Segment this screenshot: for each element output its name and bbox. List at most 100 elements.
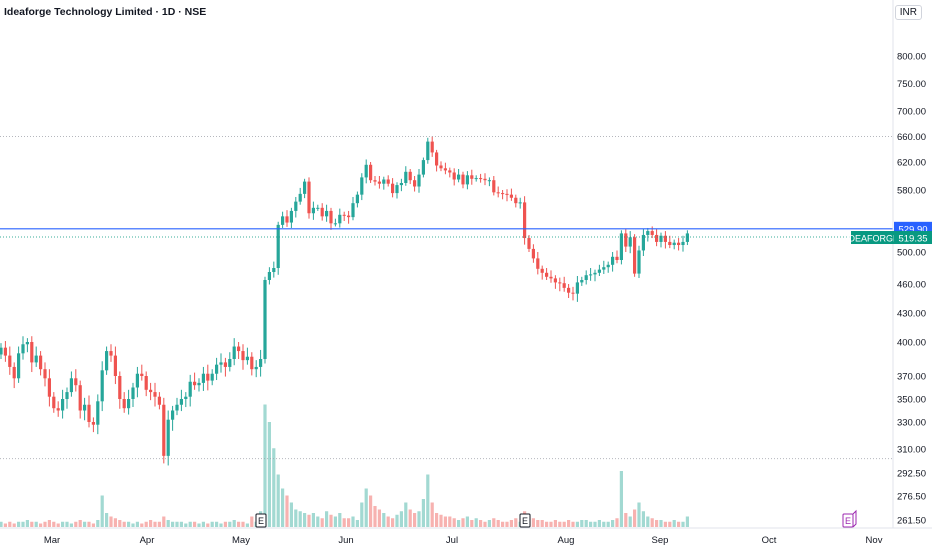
volume-bar	[100, 495, 104, 527]
candle-body	[386, 179, 390, 184]
candle-body	[426, 141, 430, 161]
volume-bar	[457, 520, 461, 527]
volume-bar	[373, 506, 377, 527]
volume-bar	[624, 513, 628, 527]
last-price-label-bg	[894, 231, 932, 245]
volume-bar	[193, 521, 197, 527]
candle-body	[479, 178, 483, 180]
candle-body	[399, 183, 403, 186]
currency-selector[interactable]: INR	[894, 5, 922, 20]
volume-bar	[492, 518, 496, 527]
volume-bar	[135, 521, 139, 527]
candle-body	[628, 237, 632, 247]
candle-body	[421, 160, 425, 175]
x-tick-label: May	[232, 535, 250, 546]
candle-body	[619, 233, 623, 260]
earnings-marker-text: E	[258, 516, 264, 526]
candle-body	[74, 378, 78, 386]
candle-body	[285, 216, 289, 223]
volume-bar	[681, 521, 685, 527]
candle-body	[215, 364, 219, 374]
candle-body	[162, 404, 166, 456]
candle-body	[347, 215, 351, 218]
candle-body	[672, 242, 676, 246]
y-tick-label: 660.00	[897, 132, 926, 143]
volume-bar	[593, 521, 597, 527]
candle-body	[320, 207, 324, 217]
volume-bar	[558, 521, 562, 527]
volume-bar	[650, 518, 654, 527]
y-tick-label: 800.00	[897, 52, 926, 63]
volume-bar	[580, 520, 584, 527]
volume-bar	[382, 513, 386, 527]
volume-bar	[505, 521, 509, 527]
volume-bar	[465, 516, 469, 527]
volume-bar	[39, 523, 43, 527]
volume-bar	[91, 523, 95, 527]
earnings-marker-box	[842, 513, 854, 528]
candle-body	[584, 275, 588, 280]
volume-bar	[619, 471, 623, 527]
volume-bar	[228, 521, 232, 527]
volume-bar	[69, 523, 73, 527]
volume-bar	[0, 521, 3, 527]
volume-bar	[602, 521, 606, 527]
candle-body	[144, 376, 148, 390]
candle-body	[509, 194, 513, 198]
volume-bar	[545, 521, 549, 527]
volume-bar	[175, 521, 179, 527]
candle-body	[34, 355, 38, 363]
y-tick-label: 330.00	[897, 418, 926, 429]
y-tick-label: 750.00	[897, 79, 926, 90]
candle-body	[298, 193, 302, 202]
earnings-marker-box	[519, 513, 531, 528]
candle-body	[52, 396, 56, 409]
candle-body	[135, 373, 139, 388]
x-tick-label: Jun	[338, 535, 353, 546]
candle-body	[593, 272, 597, 275]
candle-body	[417, 174, 421, 187]
volume-bar	[162, 516, 166, 527]
volume-bar	[426, 474, 430, 527]
volume-bar	[338, 513, 342, 527]
candle-body	[646, 231, 650, 235]
candle-body	[443, 168, 447, 171]
volume-bar	[540, 520, 544, 527]
volume-bar	[250, 516, 254, 527]
volume-bar	[276, 474, 280, 527]
volume-bar	[575, 521, 579, 527]
volume-bar	[34, 521, 38, 527]
candle-body	[201, 373, 205, 383]
candle-body	[589, 274, 593, 276]
candle-body	[188, 381, 192, 397]
y-tick-label: 580.00	[897, 186, 926, 197]
y-tick-label: 292.50	[897, 469, 926, 480]
volume-bar	[96, 520, 100, 527]
volume-bar	[131, 523, 135, 527]
candle-body	[369, 164, 373, 181]
candle-body	[56, 408, 60, 411]
candle-body	[624, 233, 628, 247]
volume-bar	[668, 521, 672, 527]
volume-bar	[237, 521, 241, 527]
volume-bar	[25, 520, 29, 527]
volume-bar	[571, 521, 575, 527]
candle-body	[78, 385, 82, 411]
candle-body	[527, 238, 531, 249]
candle-body	[633, 237, 637, 274]
volume-bar	[316, 516, 320, 527]
symbol-label-bg	[851, 231, 894, 245]
volume-bar	[509, 520, 513, 527]
candle-body	[373, 180, 377, 182]
volume-bar	[206, 523, 210, 527]
volume-bars	[0, 404, 689, 527]
volume-bar	[606, 521, 610, 527]
chart-title: Ideaforge Technology Limited · 1D · NSE	[4, 6, 207, 18]
candle-body	[575, 282, 579, 294]
volume-bar	[285, 495, 289, 527]
volume-bar	[166, 520, 170, 527]
candle-body	[193, 381, 197, 386]
